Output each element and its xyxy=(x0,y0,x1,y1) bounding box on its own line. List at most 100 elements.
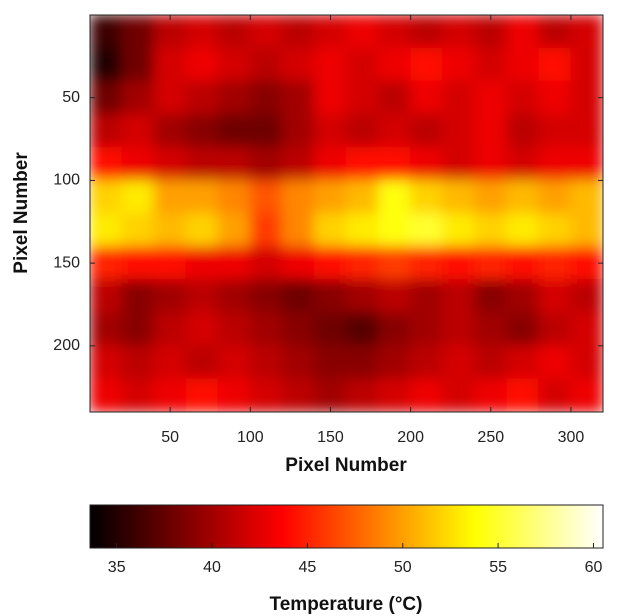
heat-cell xyxy=(314,180,347,214)
heat-cell xyxy=(378,279,411,313)
heat-cell xyxy=(474,345,507,379)
heat-cell xyxy=(282,279,315,313)
heatmap-cells xyxy=(90,15,604,413)
heat-cell xyxy=(218,15,251,49)
heat-cell xyxy=(474,279,507,313)
heat-cell xyxy=(538,180,571,214)
heat-cell xyxy=(314,246,347,280)
heat-cell xyxy=(410,147,443,181)
heat-cell xyxy=(474,114,507,148)
colorbar-tick-label: 50 xyxy=(394,559,412,576)
colorbar-label: Temperature (°C) xyxy=(270,594,423,615)
heat-cell xyxy=(346,81,379,115)
heat-cell xyxy=(442,114,475,148)
heat-cell xyxy=(442,48,475,82)
heat-cell xyxy=(506,246,539,280)
heat-cell xyxy=(346,147,379,181)
heat-cell xyxy=(538,345,571,379)
heat-cell xyxy=(506,345,539,379)
heat-cell xyxy=(282,81,315,115)
y-tick-label: 150 xyxy=(53,254,80,271)
heat-cell xyxy=(186,279,219,313)
heat-cell xyxy=(442,81,475,115)
heat-cell xyxy=(378,312,411,346)
heat-cell xyxy=(122,15,155,49)
heat-cell xyxy=(154,81,187,115)
heat-cell xyxy=(90,15,123,49)
heat-cell xyxy=(474,213,507,247)
heat-cell xyxy=(154,213,187,247)
heat-cell xyxy=(314,81,347,115)
heat-cell xyxy=(218,48,251,82)
heat-cell xyxy=(410,378,443,412)
heat-cell xyxy=(186,180,219,214)
heat-cell xyxy=(154,114,187,148)
heat-cell xyxy=(122,180,155,214)
heat-cell xyxy=(506,312,539,346)
heat-cell xyxy=(282,180,315,214)
heat-cell xyxy=(186,345,219,379)
heat-cell xyxy=(378,345,411,379)
heat-cell xyxy=(538,279,571,313)
heat-cell xyxy=(570,147,603,181)
heat-cell xyxy=(90,213,123,247)
heat-cell xyxy=(122,114,155,148)
x-axis-label: Pixel Number xyxy=(285,455,407,476)
heat-cell xyxy=(506,180,539,214)
heat-cell xyxy=(314,147,347,181)
heat-cell xyxy=(154,345,187,379)
heat-cell xyxy=(186,147,219,181)
heat-cell xyxy=(410,345,443,379)
heat-cell xyxy=(538,378,571,412)
heat-cell xyxy=(506,81,539,115)
heat-cell xyxy=(346,114,379,148)
x-tick-label: 200 xyxy=(397,429,424,446)
heat-cell xyxy=(410,312,443,346)
heat-cell xyxy=(250,114,283,148)
heat-cell xyxy=(570,180,603,214)
heat-cell xyxy=(250,15,283,49)
heat-cell xyxy=(538,312,571,346)
heat-cell xyxy=(250,147,283,181)
heat-cell xyxy=(570,279,603,313)
heat-cell xyxy=(346,48,379,82)
heat-cell xyxy=(154,279,187,313)
heat-cell xyxy=(378,48,411,82)
heat-cell xyxy=(442,246,475,280)
heat-cell xyxy=(154,180,187,214)
heat-cell xyxy=(186,48,219,82)
heat-cell xyxy=(282,114,315,148)
heat-cell xyxy=(538,81,571,115)
heat-cell xyxy=(442,15,475,49)
colorbar-tick-label: 60 xyxy=(585,559,603,576)
heat-cell xyxy=(250,312,283,346)
x-tick-label: 150 xyxy=(317,429,344,446)
heat-cell xyxy=(314,213,347,247)
heat-cell xyxy=(90,114,123,148)
heat-cell xyxy=(410,279,443,313)
heat-cell xyxy=(442,312,475,346)
heat-cell xyxy=(250,81,283,115)
heat-cell xyxy=(154,246,187,280)
heat-cell xyxy=(570,312,603,346)
heat-cell xyxy=(410,180,443,214)
heat-cell xyxy=(218,378,251,412)
heat-cell xyxy=(506,279,539,313)
heat-cell xyxy=(346,213,379,247)
heatmap xyxy=(90,15,604,413)
heat-cell xyxy=(506,213,539,247)
heat-cell xyxy=(186,15,219,49)
heat-cell xyxy=(154,147,187,181)
colorbar-tick-label: 55 xyxy=(489,559,507,576)
heat-cell xyxy=(474,147,507,181)
heat-cell xyxy=(378,246,411,280)
heat-cell xyxy=(314,114,347,148)
heat-cell xyxy=(90,378,123,412)
heat-cell xyxy=(410,81,443,115)
heat-cell xyxy=(378,15,411,49)
heat-cell xyxy=(218,213,251,247)
heat-cell xyxy=(570,213,603,247)
heat-cell xyxy=(314,345,347,379)
heat-cell xyxy=(122,246,155,280)
heat-cell xyxy=(90,147,123,181)
